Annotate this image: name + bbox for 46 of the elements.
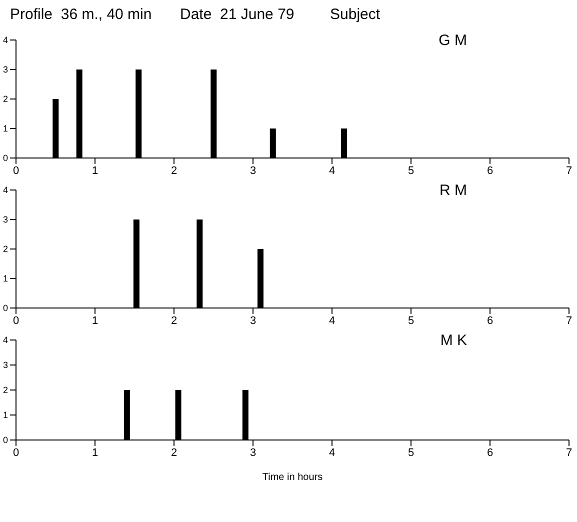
x-tick-label: 5 xyxy=(408,446,414,459)
x-tick-label: 0 xyxy=(12,314,20,327)
y-tick-label: 0 xyxy=(2,303,8,314)
y-tick-label: 3 xyxy=(2,360,8,370)
y-tick-label: 1 xyxy=(2,410,8,420)
x-tick-label: 4 xyxy=(328,164,336,177)
y-tick-label: 2 xyxy=(2,385,8,396)
x-tick-label: 0 xyxy=(12,446,20,459)
text: Date 21 June 79 xyxy=(180,6,294,23)
y-tick-label: 4 xyxy=(2,185,8,196)
x-tick-label: 2 xyxy=(170,314,178,327)
x-tick-label: 1 xyxy=(92,446,98,459)
text: Subject xyxy=(330,6,380,23)
x-tick-label: 6 xyxy=(486,446,494,459)
x-tick-label: 7 xyxy=(566,164,572,177)
x-tick-label: 4 xyxy=(328,446,336,459)
y-tick-label: 2 xyxy=(2,94,8,104)
y-tick-label: 3 xyxy=(2,64,8,75)
x-tick-label: 6 xyxy=(486,164,494,177)
x-tick-label: 2 xyxy=(170,446,178,459)
x-tick-label: 3 xyxy=(250,164,256,177)
y-tick-label: 4 xyxy=(2,35,8,46)
x-tick-label: 3 xyxy=(250,446,256,459)
y-tick-label: 2 xyxy=(2,244,8,254)
x-tick-label: 0 xyxy=(12,164,20,177)
chart-title: M K xyxy=(440,332,467,349)
text: Profile 36 m., 40 min xyxy=(10,6,152,23)
x-tick-label: 5 xyxy=(408,314,414,327)
x-tick-label: 5 xyxy=(408,164,414,177)
chart-title: G M xyxy=(438,32,467,49)
x-axis-title: Time in hours xyxy=(262,472,323,483)
x-tick-label: 3 xyxy=(250,314,256,327)
x-tick-label: 6 xyxy=(486,314,494,327)
y-tick-label: 3 xyxy=(2,214,8,225)
x-tick-label: 7 xyxy=(566,314,572,327)
y-tick-label: 1 xyxy=(2,124,8,134)
x-tick-label: 7 xyxy=(566,446,572,459)
y-tick-label: 0 xyxy=(2,153,8,164)
chart-title: R M xyxy=(440,182,467,199)
y-tick-label: 4 xyxy=(2,335,8,346)
x-tick-label: 4 xyxy=(328,314,336,327)
y-tick-label: 0 xyxy=(2,435,8,446)
x-tick-label: 1 xyxy=(92,314,98,327)
y-tick-label: 1 xyxy=(2,274,8,284)
x-tick-label: 1 xyxy=(92,164,98,177)
x-tick-label: 2 xyxy=(170,164,178,177)
